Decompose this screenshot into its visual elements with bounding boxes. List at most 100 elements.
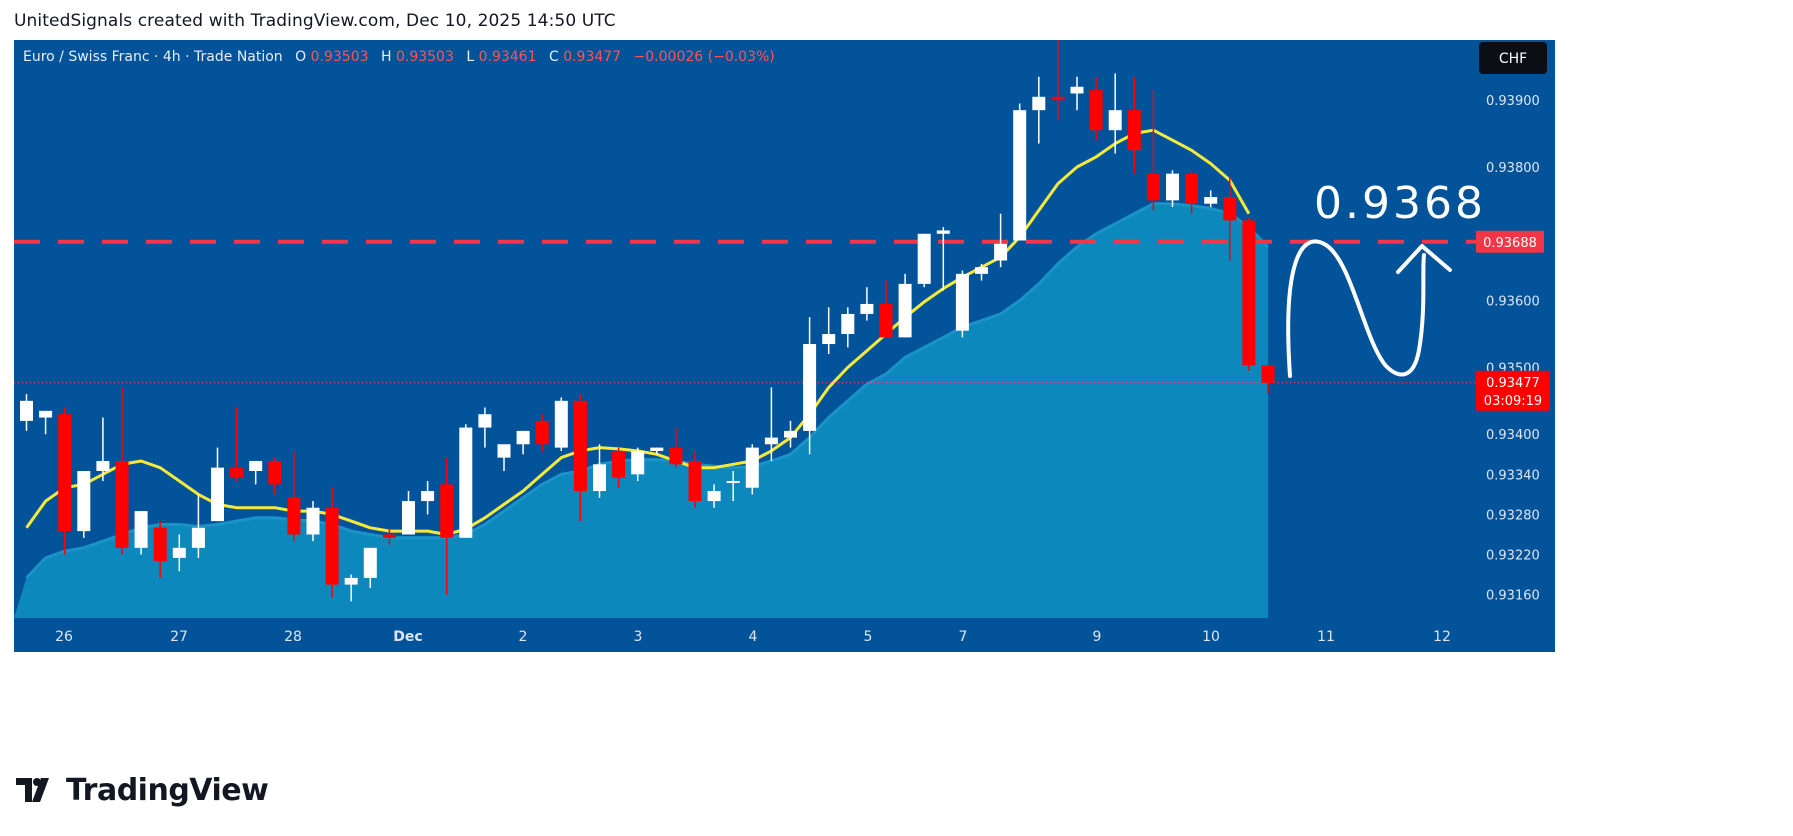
candle[interactable] bbox=[841, 307, 855, 348]
candle[interactable] bbox=[1013, 103, 1027, 241]
candle[interactable] bbox=[287, 450, 301, 542]
candle[interactable] bbox=[1261, 365, 1275, 394]
candle[interactable] bbox=[516, 430, 530, 455]
candle[interactable] bbox=[1242, 217, 1256, 371]
candle[interactable] bbox=[688, 450, 702, 508]
candle[interactable] bbox=[955, 270, 969, 338]
candle-body bbox=[1185, 173, 1199, 204]
candle[interactable] bbox=[898, 273, 912, 338]
candle[interactable] bbox=[344, 574, 358, 602]
legend-high-value: 0.93503 bbox=[396, 49, 454, 65]
legend-low-value: 0.93461 bbox=[479, 49, 537, 65]
price-chart[interactable]: Euro / Swiss Franc · 4h · Trade Nation O… bbox=[14, 40, 1555, 652]
y-tick-label: 0.93900 bbox=[1486, 94, 1540, 109]
forecast-drawing[interactable]: 0.9368 bbox=[1286, 178, 1486, 378]
candle[interactable] bbox=[669, 427, 683, 468]
candle[interactable] bbox=[593, 444, 606, 498]
candle[interactable] bbox=[421, 481, 435, 515]
candle[interactable] bbox=[1032, 76, 1046, 144]
candle-body bbox=[478, 414, 492, 428]
candle[interactable] bbox=[440, 457, 454, 595]
candle[interactable] bbox=[1223, 176, 1237, 261]
candle[interactable] bbox=[1185, 170, 1199, 214]
legend-symbol: Euro / Swiss Franc · 4h · Trade Nation bbox=[23, 49, 283, 65]
candle[interactable] bbox=[39, 410, 53, 435]
y-tick-label: 0.93340 bbox=[1486, 468, 1540, 483]
candle-body bbox=[841, 313, 855, 335]
candle[interactable] bbox=[1166, 170, 1179, 208]
candle[interactable] bbox=[1108, 73, 1122, 154]
candle[interactable] bbox=[306, 501, 320, 542]
candle[interactable] bbox=[1204, 190, 1218, 208]
candle[interactable] bbox=[573, 394, 587, 522]
candle-body bbox=[115, 460, 129, 548]
candle[interactable] bbox=[1127, 76, 1141, 174]
candle-body bbox=[898, 283, 912, 338]
candle[interactable] bbox=[936, 227, 950, 291]
tradingview-logo[interactable]: TradingView bbox=[16, 770, 269, 810]
brand-name: TradingView bbox=[66, 772, 269, 808]
candle-body bbox=[879, 303, 893, 338]
candle[interactable] bbox=[1089, 76, 1103, 141]
candle[interactable] bbox=[363, 547, 377, 588]
candle[interactable] bbox=[249, 460, 263, 485]
candle-body bbox=[1127, 110, 1141, 151]
candle[interactable] bbox=[784, 420, 797, 448]
candle[interactable] bbox=[860, 287, 874, 321]
candle[interactable] bbox=[650, 447, 664, 455]
candle[interactable] bbox=[1051, 40, 1065, 121]
candle[interactable] bbox=[879, 280, 893, 338]
candle[interactable] bbox=[153, 521, 167, 578]
candle[interactable] bbox=[211, 447, 224, 522]
candle[interactable] bbox=[115, 387, 129, 555]
candles bbox=[20, 40, 1275, 602]
candle[interactable] bbox=[764, 387, 778, 461]
x-axis: 26 27 28 Dec 2 3 4 5 7 9 10 11 12 bbox=[55, 629, 1451, 645]
candle[interactable] bbox=[994, 213, 1008, 268]
candle[interactable] bbox=[382, 527, 396, 545]
forecast-path bbox=[1286, 239, 1426, 378]
candle[interactable] bbox=[325, 487, 339, 598]
candle[interactable] bbox=[535, 414, 549, 451]
candle[interactable] bbox=[803, 317, 817, 455]
candle[interactable] bbox=[58, 407, 72, 555]
level-price-value: 0.93688 bbox=[1483, 236, 1537, 251]
candle[interactable] bbox=[268, 457, 282, 495]
candle[interactable] bbox=[96, 417, 110, 482]
candle-body bbox=[382, 534, 396, 538]
candle[interactable] bbox=[745, 444, 759, 495]
candle[interactable] bbox=[1070, 76, 1084, 111]
x-tick-label: 3 bbox=[634, 629, 643, 645]
candle[interactable] bbox=[1146, 90, 1160, 211]
tv-logo-icon bbox=[16, 778, 49, 802]
candle[interactable] bbox=[707, 484, 721, 508]
candle[interactable] bbox=[612, 447, 626, 488]
candle-body bbox=[669, 447, 683, 465]
candle[interactable] bbox=[191, 494, 205, 558]
candle[interactable] bbox=[822, 307, 836, 355]
candle-body bbox=[497, 444, 511, 458]
candle[interactable] bbox=[975, 263, 988, 281]
x-tick-label: 11 bbox=[1317, 629, 1335, 645]
candle-body bbox=[936, 230, 950, 234]
candle[interactable] bbox=[402, 491, 415, 535]
candle[interactable] bbox=[134, 511, 148, 555]
candle[interactable] bbox=[230, 407, 244, 482]
candle[interactable] bbox=[20, 394, 33, 431]
candle[interactable] bbox=[172, 534, 186, 572]
legend-open-value: 0.93503 bbox=[311, 49, 369, 65]
chart-caption: UnitedSignals created with TradingView.c… bbox=[14, 11, 616, 31]
candle-body bbox=[58, 414, 72, 532]
candle[interactable] bbox=[631, 447, 645, 482]
candle[interactable] bbox=[554, 397, 568, 451]
candle[interactable] bbox=[77, 470, 91, 538]
candle[interactable] bbox=[497, 444, 511, 471]
candle[interactable] bbox=[917, 233, 931, 288]
candle-body bbox=[955, 273, 969, 331]
candle-body bbox=[917, 233, 931, 284]
candle-body bbox=[1013, 110, 1027, 241]
candle[interactable] bbox=[478, 407, 492, 448]
candle[interactable] bbox=[726, 470, 740, 502]
candle[interactable] bbox=[459, 424, 473, 538]
currency-button[interactable]: CHF bbox=[1479, 42, 1547, 74]
